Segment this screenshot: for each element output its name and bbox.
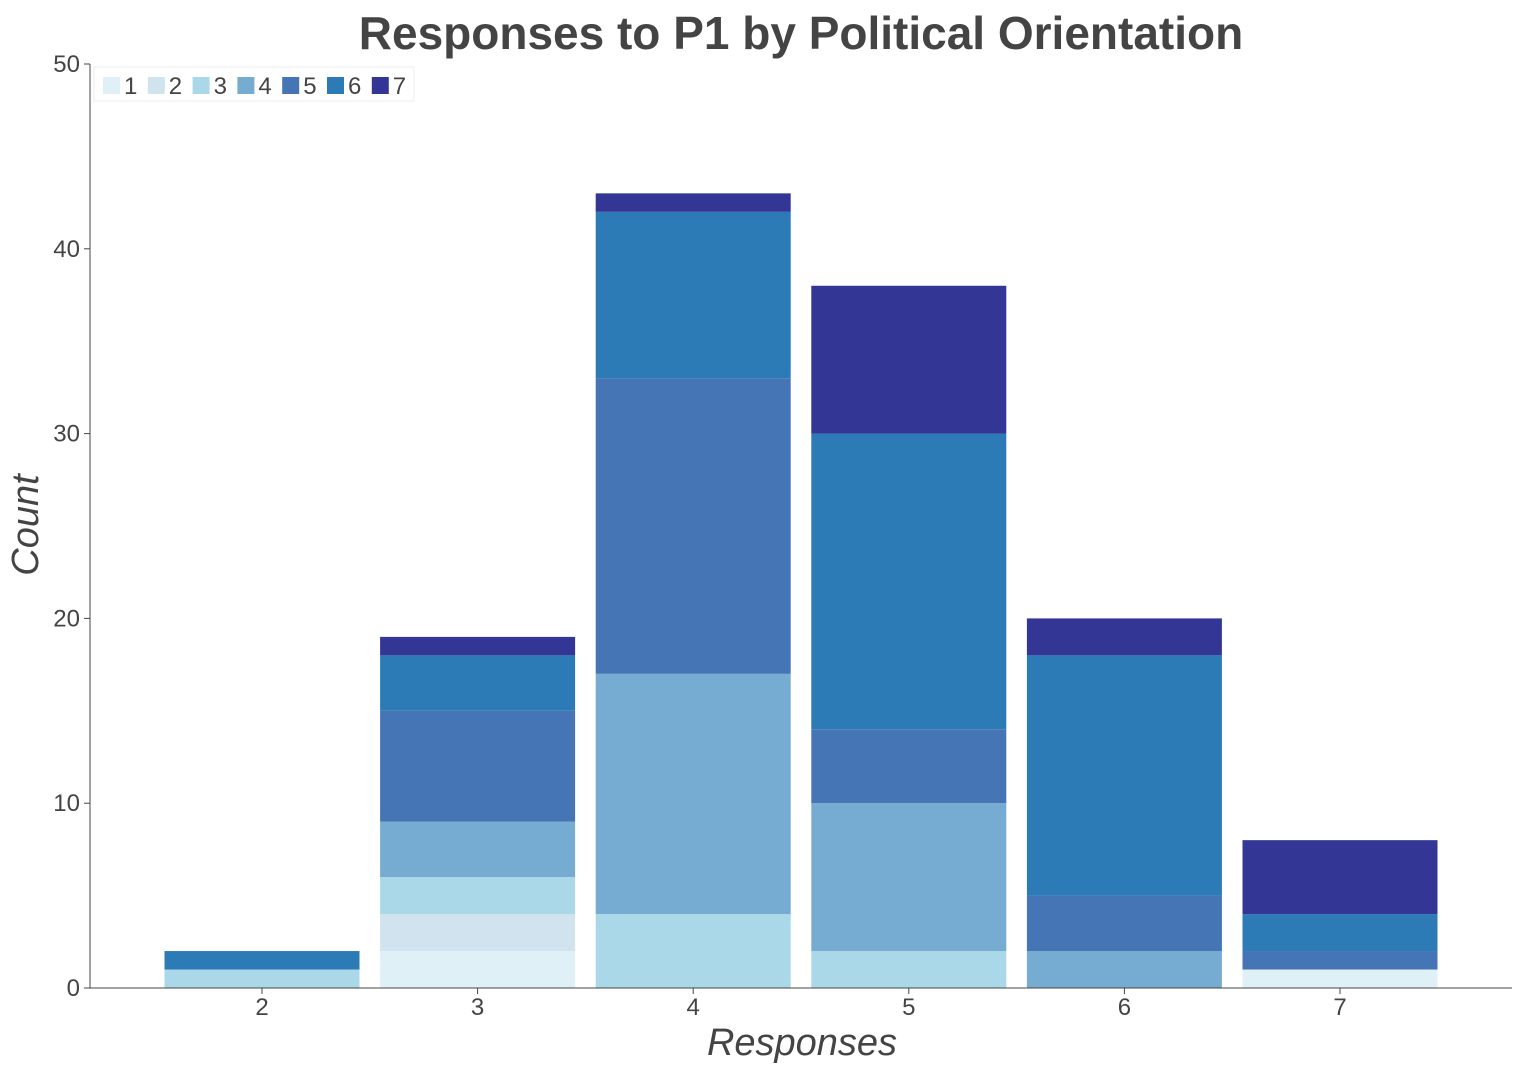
legend: 1 2 3 4 5 6 7	[93, 66, 415, 102]
y-tick-label: 10	[53, 790, 80, 817]
bar-segment-5-series-3	[811, 951, 1007, 988]
x-tick-label: 3	[471, 994, 484, 1021]
legend-label-1: 1	[124, 73, 137, 100]
bar-segments	[164, 193, 1438, 988]
legend-swatch-6	[327, 77, 344, 94]
bar-segment-5-series-7	[811, 285, 1007, 434]
legend-label-3: 3	[214, 73, 227, 100]
bar-segment-7-series-1	[1242, 969, 1438, 988]
bar-segment-6-series-6	[1026, 655, 1222, 896]
legend-swatch-7	[371, 77, 389, 94]
chart-title: Responses to P1 by Political Orientation	[359, 7, 1243, 59]
x-axis-title: Responses	[707, 1022, 897, 1064]
x-tick-label: 7	[1333, 994, 1346, 1021]
bar-segment-7-series-7	[1242, 840, 1438, 915]
legend-swatch-2	[147, 77, 165, 94]
bar-segment-6-series-7	[1026, 618, 1222, 656]
x-tick-label: 2	[255, 994, 268, 1021]
bar-segment-3-series-7	[380, 636, 576, 656]
y-tick-label: 20	[53, 605, 80, 632]
bar-segment-5-series-5	[811, 729, 1007, 804]
legend-label-7: 7	[393, 73, 406, 100]
x-tick-label: 5	[902, 994, 915, 1021]
legend-label-4: 4	[258, 73, 271, 100]
x-axis-ticks: 2 3 4 5 6 7	[255, 988, 1347, 1021]
legend-label-2: 2	[169, 73, 182, 100]
legend-label-5: 5	[303, 73, 316, 100]
bar-segment-2-series-6	[164, 951, 360, 970]
legend-swatch-1	[103, 77, 120, 94]
y-tick-label: 50	[53, 51, 80, 78]
y-tick-label: 40	[53, 236, 80, 263]
y-tick-label: 30	[53, 421, 80, 448]
bar-segment-4-series-6	[595, 211, 791, 379]
legend-label-6: 6	[348, 73, 361, 100]
bar-segment-3-series-6	[380, 655, 576, 711]
bar-segment-5-series-4	[811, 803, 1007, 952]
bar-segment-4-series-7	[595, 193, 791, 212]
bar-segment-7-series-6	[1242, 914, 1438, 952]
bar-segment-6-series-5	[1026, 895, 1222, 952]
x-tick-label: 6	[1118, 994, 1131, 1021]
bar-segment-7-series-5	[1242, 951, 1438, 970]
legend-swatch-5	[282, 77, 300, 94]
bar-segment-3-series-3	[380, 877, 576, 915]
y-axis-ticks: 0 10 20 30 40 50	[53, 51, 90, 1002]
y-axis-title: Count	[5, 473, 47, 576]
bar-segment-5-series-6	[811, 433, 1007, 730]
bar-segment-3-series-2	[380, 914, 576, 952]
bar-segment-6-series-4	[1026, 951, 1222, 988]
legend-swatch-4	[237, 77, 255, 94]
bar-segment-3-series-5	[380, 710, 576, 822]
bar-segment-2-series-3	[164, 969, 360, 988]
bar-segment-4-series-5	[595, 378, 791, 674]
bar-segment-4-series-4	[595, 673, 791, 915]
bar-segment-3-series-1	[380, 951, 576, 988]
bar-segment-4-series-3	[595, 914, 791, 988]
y-tick-label: 0	[67, 975, 80, 1002]
legend-swatch-3	[192, 77, 210, 94]
x-tick-label: 4	[687, 994, 700, 1021]
bar-segment-3-series-4	[380, 821, 576, 878]
